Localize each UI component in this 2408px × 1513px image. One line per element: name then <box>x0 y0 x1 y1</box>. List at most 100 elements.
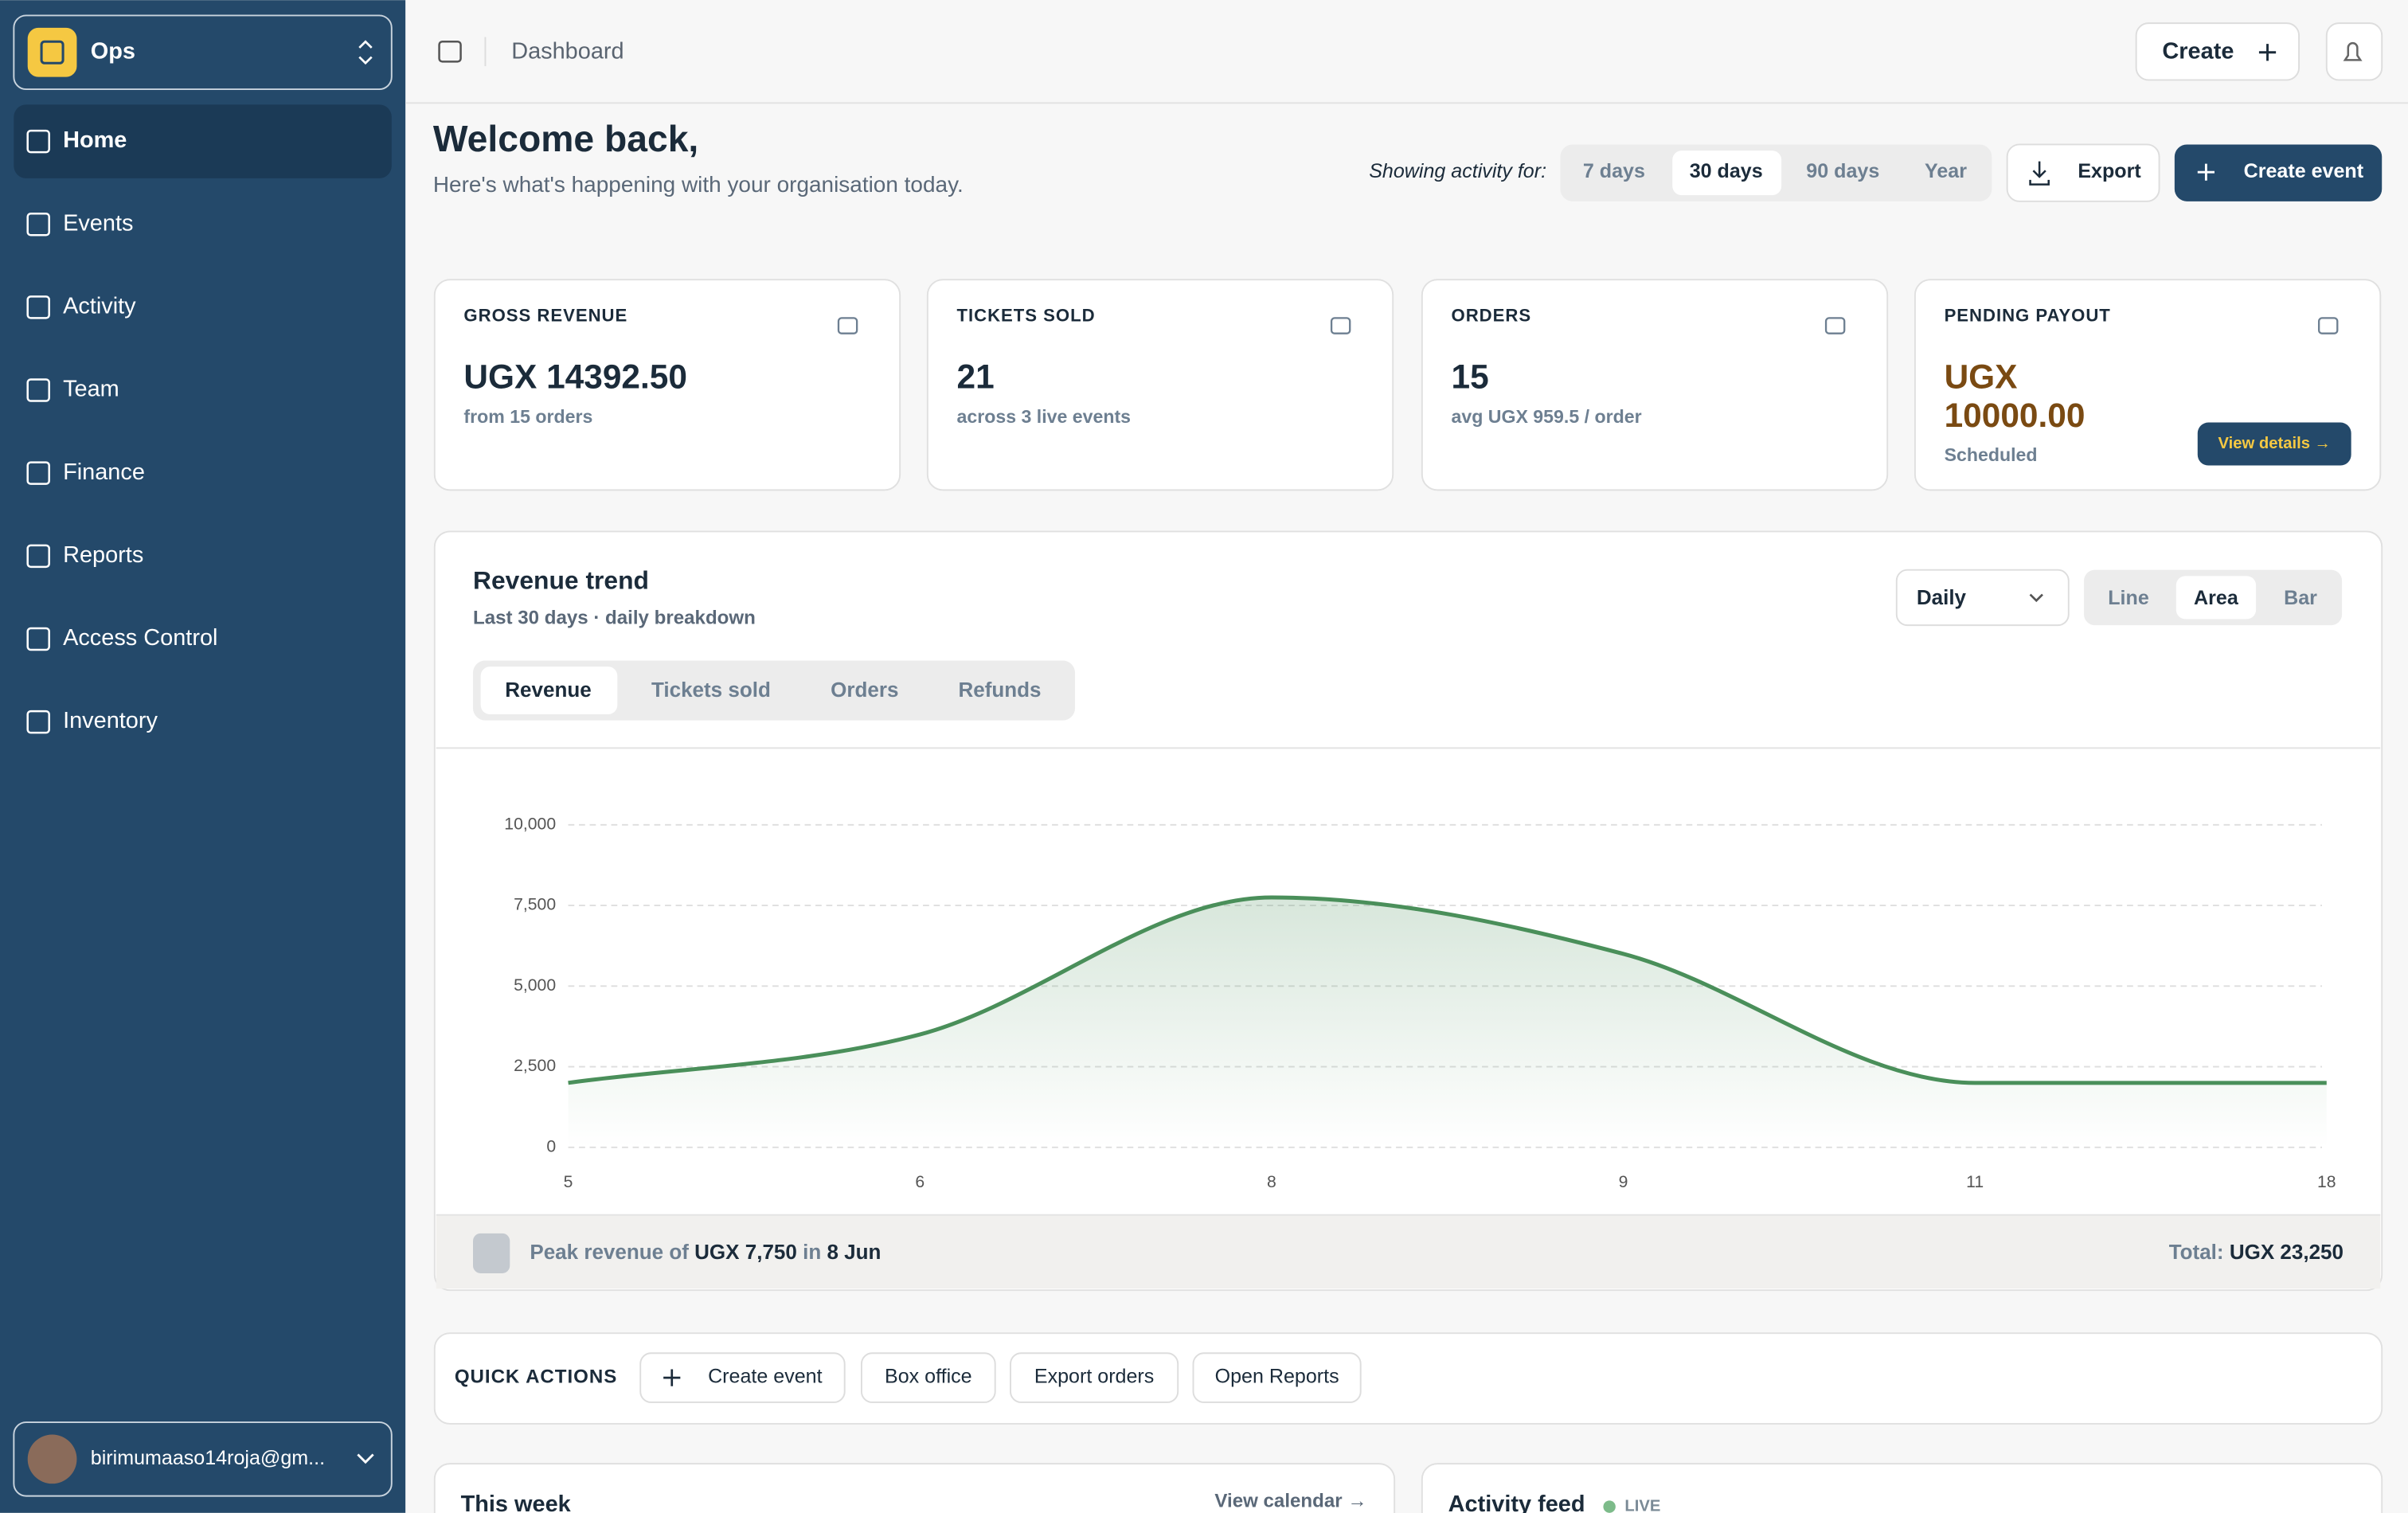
org-name: Ops <box>91 38 135 64</box>
activity-feed-card <box>1421 1463 2383 1513</box>
user-menu[interactable] <box>13 1421 393 1497</box>
range-selected <box>1672 151 1782 196</box>
nav-icon <box>26 627 50 651</box>
quick-action-button[interactable] <box>1010 1352 1179 1403</box>
nav-item[interactable]: Home <box>63 127 127 153</box>
stat-card <box>433 279 901 491</box>
export-button[interactable] <box>2006 143 2160 202</box>
stat-value: 10000.00 <box>1945 397 2086 434</box>
stat-card <box>1421 279 1889 491</box>
stat-label: GROSS REVENUE <box>463 305 627 325</box>
mode-selected <box>2175 576 2257 620</box>
chevron-icon <box>357 1453 374 1464</box>
download-icon <box>2029 161 2050 186</box>
y-tick-label: 2,500 <box>514 1057 556 1075</box>
org-switcher[interactable] <box>13 14 393 91</box>
plus-icon <box>2258 44 2277 61</box>
peak-part: in <box>803 1240 821 1264</box>
create-event-button[interactable] <box>2174 144 2383 201</box>
line <box>568 895 2327 1085</box>
range-option[interactable]: 7 days <box>1583 160 1645 182</box>
nav-icon <box>26 710 50 734</box>
x-tick-label: 8 <box>1267 1173 1276 1191</box>
nav-icon <box>26 544 50 569</box>
quick-action-button[interactable] <box>1192 1352 1362 1403</box>
nav-item[interactable]: Activity <box>63 294 136 319</box>
notifications-button[interactable] <box>2325 22 2383 81</box>
mode-option[interactable]: Line <box>2108 587 2149 609</box>
total-text: Total: UGX 23,250 <box>2169 1240 2344 1264</box>
metric-tab[interactable]: Revenue <box>505 678 591 702</box>
nav-item[interactable]: Access Control <box>63 625 217 651</box>
metric-selected <box>480 667 618 714</box>
quick-action-label[interactable]: Export orders <box>1034 1366 1154 1388</box>
plus-icon <box>663 1369 681 1386</box>
mode-option[interactable]: Area <box>2194 587 2239 609</box>
stat-label: TICKETS SOLD <box>957 305 1096 325</box>
chevron-icon <box>358 40 373 65</box>
nav-icon <box>26 461 50 485</box>
quick-action-button[interactable] <box>860 1352 996 1403</box>
activity-feed-title: Activity feed <box>1448 1491 1585 1513</box>
metric-tab[interactable]: Orders <box>831 678 898 702</box>
y-tick-label: 5,000 <box>514 976 556 995</box>
view-details-button[interactable] <box>2197 422 2351 466</box>
stat-note: across 3 live events <box>957 406 1132 427</box>
chart-subtitle: Last 30 days · daily breakdown <box>473 608 756 629</box>
y-tick-label: 0 <box>546 1137 556 1155</box>
nav-item[interactable]: Team <box>63 377 119 402</box>
view-calendar-link[interactable]: View calendar → <box>1214 1491 1366 1512</box>
x-tick-label: 18 <box>2317 1173 2336 1191</box>
stat-card <box>926 279 1394 491</box>
stat-icon <box>837 317 858 334</box>
range-option[interactable]: Year <box>1925 160 1967 182</box>
nav-item[interactable]: Reports <box>63 542 143 568</box>
avatar <box>27 1434 77 1484</box>
nav-icon <box>26 378 50 402</box>
sidebar-toggle[interactable] <box>438 40 462 63</box>
range-option[interactable]: 30 days <box>1690 160 1763 182</box>
quick-actions-title: QUICK ACTIONS <box>455 1366 617 1387</box>
plus-icon <box>2197 163 2214 181</box>
granularity-label: Daily <box>1917 585 1967 609</box>
create-button[interactable] <box>2135 22 2300 81</box>
x-tick-label: 9 <box>1619 1173 1628 1191</box>
stat-value: 21 <box>957 358 995 396</box>
mode-option[interactable]: Bar <box>2284 587 2317 609</box>
view-details-label[interactable]: View details → <box>2218 435 2330 452</box>
chevron-icon <box>2029 593 2043 603</box>
stat-icon <box>2317 317 2339 334</box>
y-tick-label: 7,500 <box>514 896 556 914</box>
create-label: Create <box>2162 38 2234 64</box>
metric-tab[interactable]: Refunds <box>958 678 1041 702</box>
quick-action-label[interactable]: Open Reports <box>1215 1366 1339 1388</box>
org-icon-glyph <box>40 40 64 65</box>
stat-value: 15 <box>1452 358 1489 396</box>
sidebar <box>0 0 406 1513</box>
total-value: UGX 23,250 <box>2230 1240 2344 1264</box>
quick-action-label[interactable]: Create event <box>708 1366 823 1388</box>
footer-swatch <box>473 1233 510 1273</box>
quick-action-button[interactable] <box>639 1352 846 1403</box>
range-option[interactable]: 90 days <box>1806 160 1879 182</box>
peak-part: UGX 7,750 <box>694 1240 797 1264</box>
x-tick-label: 11 <box>1966 1173 1984 1191</box>
x-tick-label: 5 <box>564 1173 573 1191</box>
activity-label: Showing activity for: <box>1369 160 1546 182</box>
peak-part: Peak revenue of <box>530 1240 689 1264</box>
nav-item[interactable]: Inventory <box>63 708 158 733</box>
area <box>568 897 2327 1147</box>
peak-text: Peak revenue of UGX 7,750 in 8 Jun <box>530 1240 881 1264</box>
granularity-dropdown[interactable] <box>1895 569 2070 627</box>
stat-label: PENDING PAYOUT <box>1945 305 2111 325</box>
stat-note: avg UGX 959.5 / order <box>1452 406 1642 427</box>
welcome-subtitle: Here's what's happening with your organi… <box>433 172 964 197</box>
chart-title: Revenue trend <box>473 566 649 595</box>
nav-icon <box>26 295 50 319</box>
quick-action-label[interactable]: Box office <box>885 1366 972 1388</box>
nav-item[interactable]: Finance <box>63 459 145 485</box>
stat-value: UGX <box>1945 358 2018 396</box>
metric-tab[interactable]: Tickets sold <box>651 678 771 702</box>
nav-item[interactable]: Events <box>63 210 133 236</box>
stat-icon <box>1330 317 1351 334</box>
